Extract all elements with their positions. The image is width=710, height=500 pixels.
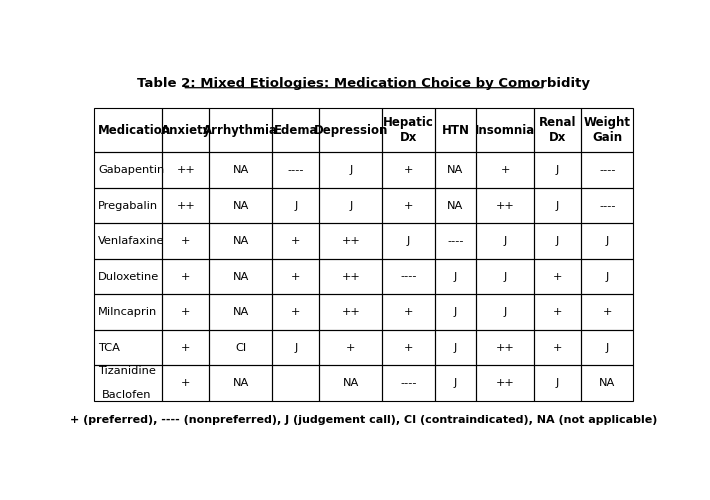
Text: NA: NA bbox=[233, 307, 249, 317]
Text: J: J bbox=[503, 272, 507, 281]
Text: J: J bbox=[454, 272, 457, 281]
Text: CI: CI bbox=[235, 342, 246, 352]
Text: Hepatic
Dx: Hepatic Dx bbox=[383, 116, 434, 144]
Text: +: + bbox=[603, 307, 612, 317]
Text: NA: NA bbox=[233, 165, 249, 175]
Text: J: J bbox=[503, 307, 507, 317]
Text: J: J bbox=[407, 236, 410, 246]
Text: ----: ---- bbox=[447, 236, 464, 246]
Text: +: + bbox=[291, 307, 300, 317]
Text: J: J bbox=[349, 165, 352, 175]
Text: +: + bbox=[181, 236, 190, 246]
Text: ----: ---- bbox=[599, 200, 616, 210]
Text: +: + bbox=[404, 307, 413, 317]
Text: ++: ++ bbox=[177, 165, 195, 175]
Text: ++: ++ bbox=[342, 272, 360, 281]
Text: +: + bbox=[291, 272, 300, 281]
Text: J: J bbox=[556, 236, 559, 246]
Text: J: J bbox=[556, 378, 559, 388]
Text: NA: NA bbox=[343, 378, 359, 388]
Text: Anxiety: Anxiety bbox=[160, 124, 211, 137]
Text: J: J bbox=[556, 165, 559, 175]
Text: ++: ++ bbox=[177, 200, 195, 210]
Text: NA: NA bbox=[447, 165, 464, 175]
Text: TCA: TCA bbox=[98, 342, 120, 352]
Text: Edema: Edema bbox=[273, 124, 318, 137]
Text: ++: ++ bbox=[496, 378, 515, 388]
Text: Pregabalin: Pregabalin bbox=[98, 200, 158, 210]
Text: J: J bbox=[606, 236, 609, 246]
Text: ++: ++ bbox=[496, 200, 515, 210]
Text: ++: ++ bbox=[496, 342, 515, 352]
Text: Gabapentin: Gabapentin bbox=[98, 165, 164, 175]
Text: NA: NA bbox=[233, 272, 249, 281]
Text: +: + bbox=[501, 165, 510, 175]
Text: NA: NA bbox=[233, 200, 249, 210]
Text: ----: ---- bbox=[288, 165, 304, 175]
Text: NA: NA bbox=[233, 236, 249, 246]
Text: Milncaprin: Milncaprin bbox=[98, 307, 158, 317]
Text: +: + bbox=[181, 378, 190, 388]
Text: ----: ---- bbox=[400, 378, 417, 388]
Text: Weight
Gain: Weight Gain bbox=[584, 116, 630, 144]
Text: Venlafaxine: Venlafaxine bbox=[98, 236, 165, 246]
Text: J: J bbox=[349, 200, 352, 210]
Text: Table 2: Mixed Etiologies: Medication Choice by Comorbidity: Table 2: Mixed Etiologies: Medication Ch… bbox=[137, 78, 591, 90]
Text: +: + bbox=[404, 200, 413, 210]
Text: J: J bbox=[454, 307, 457, 317]
Text: Tizanidine

Baclofen: Tizanidine Baclofen bbox=[98, 366, 156, 400]
Text: Medication: Medication bbox=[98, 124, 171, 137]
Text: Renal
Dx: Renal Dx bbox=[539, 116, 577, 144]
Text: J: J bbox=[454, 342, 457, 352]
Text: J: J bbox=[606, 272, 609, 281]
Text: ++: ++ bbox=[342, 307, 360, 317]
Text: Insomnia: Insomnia bbox=[475, 124, 535, 137]
Text: + (preferred), ---- (nonpreferred), J (judgement call), CI (contraindicated), NA: + (preferred), ---- (nonpreferred), J (j… bbox=[70, 415, 657, 425]
Text: J: J bbox=[556, 200, 559, 210]
Text: Depression: Depression bbox=[314, 124, 388, 137]
Text: +: + bbox=[553, 307, 562, 317]
Text: NA: NA bbox=[447, 200, 464, 210]
Text: NA: NA bbox=[233, 378, 249, 388]
Text: +: + bbox=[346, 342, 356, 352]
Text: +: + bbox=[404, 342, 413, 352]
Text: +: + bbox=[181, 272, 190, 281]
Text: +: + bbox=[291, 236, 300, 246]
Text: +: + bbox=[181, 307, 190, 317]
Text: HTN: HTN bbox=[442, 124, 469, 137]
Text: J: J bbox=[294, 342, 297, 352]
Text: +: + bbox=[404, 165, 413, 175]
Text: ----: ---- bbox=[400, 272, 417, 281]
Text: +: + bbox=[181, 342, 190, 352]
Text: NA: NA bbox=[599, 378, 616, 388]
Text: J: J bbox=[454, 378, 457, 388]
Text: +: + bbox=[553, 272, 562, 281]
Text: Arrhythmia: Arrhythmia bbox=[203, 124, 278, 137]
Text: ----: ---- bbox=[599, 165, 616, 175]
Text: ++: ++ bbox=[342, 236, 360, 246]
Text: Duloxetine: Duloxetine bbox=[98, 272, 159, 281]
Text: J: J bbox=[294, 200, 297, 210]
Text: +: + bbox=[553, 342, 562, 352]
Text: J: J bbox=[606, 342, 609, 352]
Text: J: J bbox=[503, 236, 507, 246]
